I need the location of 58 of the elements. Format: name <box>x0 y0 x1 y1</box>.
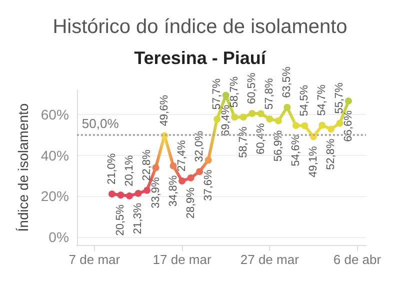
data-label: 21,0% <box>106 153 118 185</box>
data-label: 52,8% <box>324 138 337 170</box>
data-label: 54,7% <box>316 84 328 116</box>
point <box>240 114 247 121</box>
data-label: 28,9% <box>184 187 197 219</box>
data-label: 63,5% <box>281 66 294 98</box>
point <box>214 116 221 123</box>
y-tick-label: 20% <box>40 188 69 204</box>
point <box>178 177 186 184</box>
point <box>187 174 194 182</box>
data-label: 54,6% <box>290 134 302 166</box>
chart-title: Histórico do índice de isolamento <box>52 16 348 38</box>
point <box>231 114 238 121</box>
data-label: 49,6% <box>158 94 171 126</box>
point <box>344 98 352 105</box>
x-tick-label: 7 de mar <box>68 252 121 267</box>
y-tick-label: 0% <box>48 228 69 245</box>
point <box>274 117 282 124</box>
point <box>301 122 308 130</box>
point <box>284 104 291 111</box>
data-label: 58,7% <box>237 126 250 158</box>
chart-subtitle: Teresina - Piauí <box>134 48 267 68</box>
point <box>318 122 326 129</box>
point <box>152 164 160 172</box>
point <box>204 156 212 164</box>
data-label: 27,4% <box>176 140 188 172</box>
point <box>126 192 133 200</box>
point <box>170 162 177 170</box>
point <box>292 122 300 129</box>
data-label: 57,8% <box>264 78 276 110</box>
point <box>134 190 142 197</box>
data-label: 20,5% <box>114 204 127 236</box>
ref-line-label: 50,0% <box>82 116 120 131</box>
point <box>266 115 274 122</box>
data-label: 54,5% <box>298 84 311 116</box>
data-label: 34,8% <box>167 175 180 207</box>
data-label: 20,1% <box>123 154 136 186</box>
point <box>222 92 230 99</box>
point <box>108 190 116 198</box>
x-tick-label: 17 de mar <box>152 252 212 267</box>
x-tick-label: 6 de abr <box>333 252 382 267</box>
data-label: 32,0% <box>194 130 206 162</box>
data-label: 49,1% <box>307 146 320 178</box>
point <box>196 168 204 176</box>
point <box>257 110 264 118</box>
data-label: 21,3% <box>132 202 144 234</box>
y-tick-label: 60% <box>40 106 69 122</box>
y-axis-title: Índice de isolamento <box>15 103 31 232</box>
data-label: 60,5% <box>246 72 258 104</box>
x-tick-label: 27 de mar <box>240 252 300 267</box>
point <box>327 126 334 133</box>
point <box>117 192 124 199</box>
data-label: 56,9% <box>272 130 284 162</box>
point <box>248 110 256 117</box>
y-tick-label: 40% <box>40 147 69 164</box>
point <box>336 120 344 127</box>
point <box>144 186 150 194</box>
data-label: 37,6% <box>202 169 214 201</box>
